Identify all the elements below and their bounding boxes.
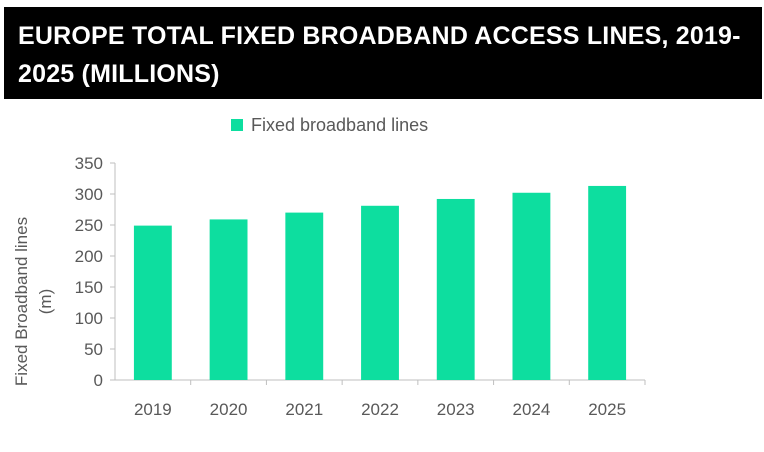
y-tick-label: 150 [75,278,103,297]
chart-title: EUROPE TOTAL FIXED BROADBAND ACCESS LINE… [18,22,741,88]
legend: Fixed broadband lines [231,113,428,137]
y-tick-label: 0 [94,371,103,390]
x-tick-label: 2024 [513,400,551,419]
y-tick-label: 200 [75,247,103,266]
y-tick-label: 50 [84,340,103,359]
x-tick-label: 2020 [210,400,248,419]
x-tick-label: 2019 [134,400,172,419]
legend-swatch [231,119,243,131]
bar-2024 [512,192,551,380]
bar-2025 [588,185,627,380]
x-tick-label: 2023 [437,400,475,419]
bar-2022 [361,205,399,380]
y-axis-title-line: Fixed Broadband lines [12,217,31,386]
bar-2021 [285,212,324,380]
bar-2019 [133,225,172,380]
chart-title-band: EUROPE TOTAL FIXED BROADBAND ACCESS LINE… [4,7,762,99]
y-tick-label: 350 [75,154,103,173]
bar-2023 [436,198,475,380]
x-tick-label: 2025 [588,400,626,419]
y-axis-title-line: (m) [36,289,55,314]
y-tick-label: 250 [75,216,103,235]
y-tick-label: 100 [75,309,103,328]
x-tick-label: 2022 [361,400,399,419]
y-tick-label: 300 [75,185,103,204]
y-axis-title: Fixed Broadband lines (m) [12,217,55,386]
legend-label: Fixed broadband lines [251,114,429,135]
bar-2020 [209,219,248,380]
x-tick-label: 2021 [285,400,323,419]
